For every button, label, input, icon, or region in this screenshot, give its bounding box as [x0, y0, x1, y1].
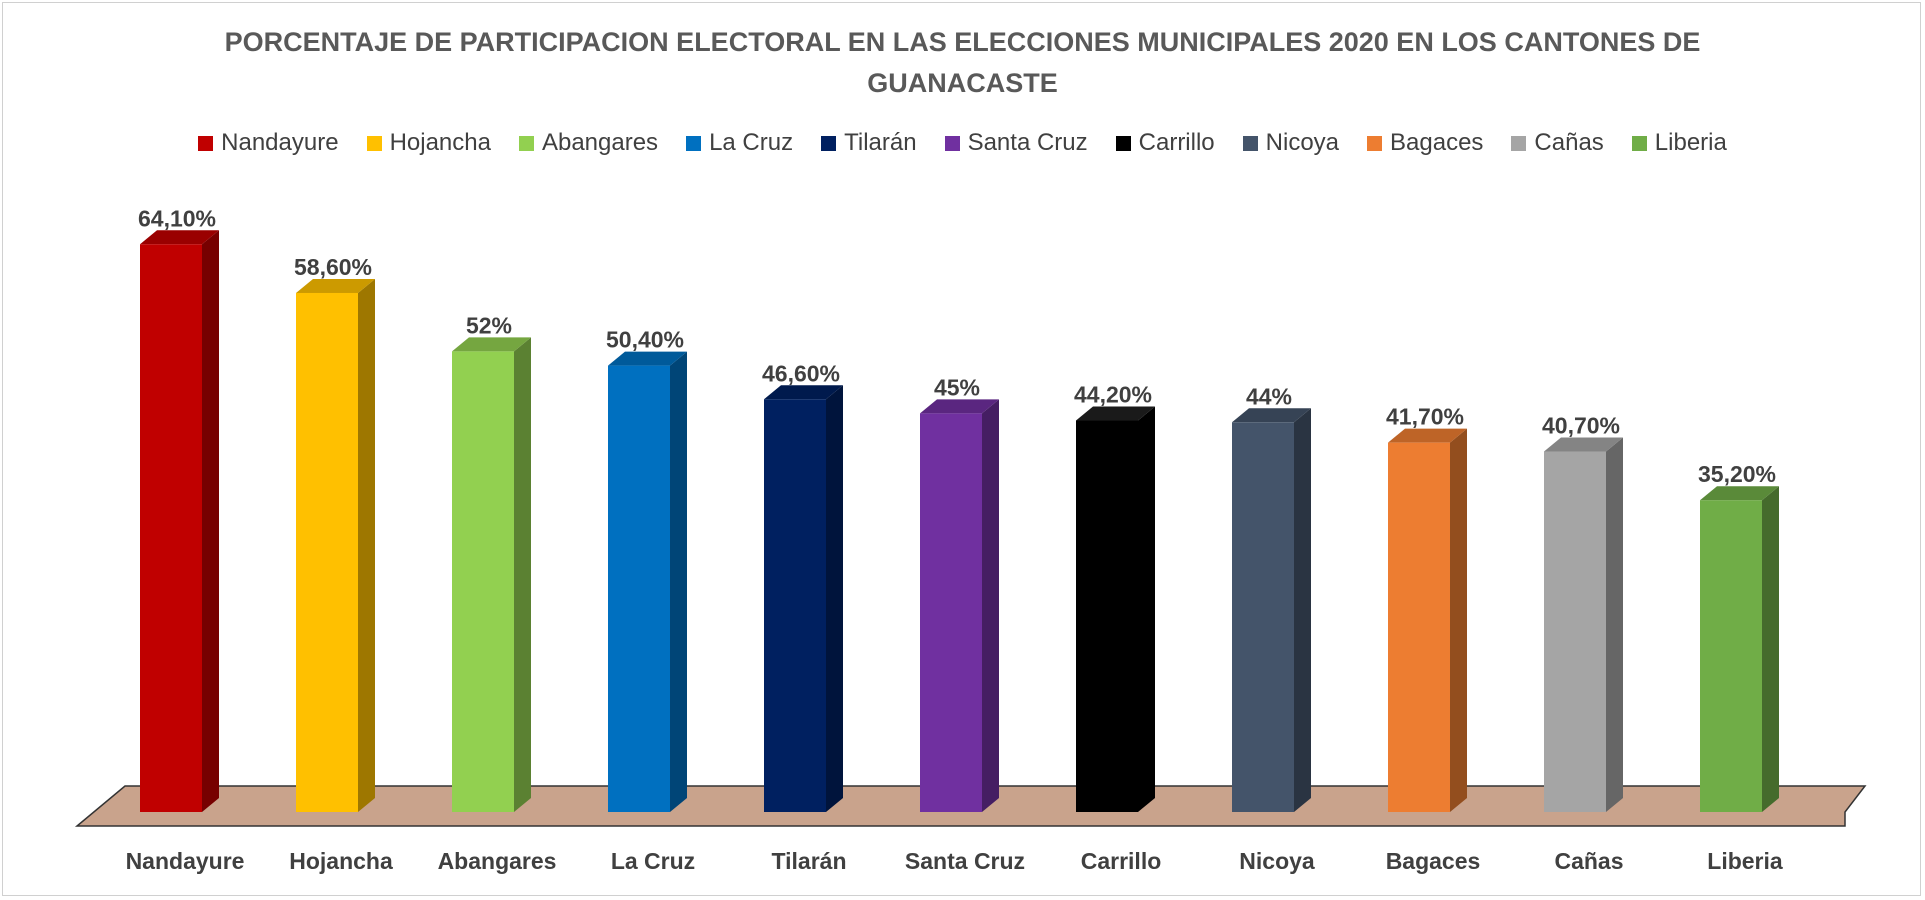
category-label-canas: Cañas: [1554, 848, 1623, 874]
bar-nandayure: [140, 244, 202, 812]
bar-top-nicoya: [1232, 408, 1311, 423]
bar-side-bagaces: [1450, 428, 1467, 812]
legend-item-nandayure: Nandayure: [198, 129, 339, 157]
legend-item-bagaces: Bagaces: [1367, 129, 1483, 157]
bar-side-abangares: [514, 337, 531, 812]
bar-side-nandayure: [202, 230, 219, 812]
bar-side-tilaran: [826, 385, 843, 812]
legend-label: Liberia: [1654, 129, 1727, 156]
legend-label: Tilarán: [844, 129, 917, 156]
legend-swatch: [944, 135, 960, 151]
category-label-tilaran: Tilarán: [772, 848, 847, 874]
bar-top-hojancha: [296, 278, 375, 293]
bar-carrillo: [1076, 420, 1138, 812]
category-label-hojancha: Hojancha: [289, 848, 393, 874]
bar-liberia: [1700, 500, 1762, 812]
value-label-abangares: 52%: [466, 312, 512, 338]
value-label-santa-cruz: 45%: [934, 374, 980, 400]
legend-label: Nicoya: [1265, 129, 1340, 156]
category-label-liberia: Liberia: [1707, 848, 1783, 874]
value-label-hojancha: 58,60%: [294, 254, 372, 280]
legend-item-la-cruz: La Cruz: [686, 129, 793, 157]
bar-tilaran: [764, 399, 826, 812]
legend-item-carrillo: Carrillo: [1115, 129, 1215, 157]
bar-canas: [1544, 451, 1606, 812]
legend-label: La Cruz: [709, 129, 794, 156]
legend-swatch: [1115, 135, 1131, 151]
bar-santa-cruz: [920, 413, 982, 812]
bar-top-canas: [1544, 437, 1623, 452]
bar-hojancha: [296, 292, 358, 812]
legend-item-santa-cruz: Santa Cruz: [944, 129, 1088, 157]
legend-item-canas: Cañas: [1511, 129, 1604, 157]
legend-swatch: [1367, 135, 1383, 151]
category-label-santa-cruz: Santa Cruz: [905, 848, 1025, 874]
legend-label: Nandayure: [221, 129, 339, 156]
bar-side-hojancha: [358, 278, 375, 812]
value-label-liberia: 35,20%: [1698, 461, 1776, 487]
bar-side-carrillo: [1138, 406, 1155, 812]
legend-swatch: [821, 135, 837, 151]
legend-item-liberia: Liberia: [1631, 129, 1727, 157]
legend-item-tilaran: Tilarán: [821, 129, 917, 157]
value-label-bagaces: 41,70%: [1386, 404, 1464, 430]
bar-top-santa-cruz: [920, 399, 999, 414]
bar-nicoya: [1232, 422, 1294, 812]
value-label-canas: 40,70%: [1542, 413, 1620, 439]
legend-label: Hojancha: [389, 129, 491, 156]
legend-swatch: [518, 135, 534, 151]
bar-side-canas: [1606, 437, 1623, 812]
legend-swatch: [686, 135, 702, 151]
category-label-la-cruz: La Cruz: [611, 848, 695, 874]
bar-top-abangares: [452, 337, 531, 352]
legend-item-hojancha: Hojancha: [366, 129, 491, 157]
legend-swatch: [198, 135, 214, 151]
bar-top-tilaran: [764, 385, 843, 400]
legend-label: Carrillo: [1138, 129, 1215, 156]
legend-item-nicoya: Nicoya: [1242, 129, 1340, 157]
bar-side-nicoya: [1294, 408, 1311, 812]
bar-abangares: [452, 351, 514, 812]
bar-top-carrillo: [1076, 406, 1155, 421]
bar-top-nandayure: [140, 230, 219, 245]
bar-top-bagaces: [1388, 428, 1467, 443]
chart-title: PORCENTAJE DE PARTICIPACION ELECTORAL EN…: [224, 27, 1701, 98]
bar-bagaces: [1388, 442, 1450, 812]
bar-top-liberia: [1700, 486, 1779, 501]
legend-label: Bagaces: [1390, 129, 1484, 156]
bar-side-santa-cruz: [982, 399, 999, 812]
bar-la-cruz: [608, 365, 670, 812]
legend-swatch: [1631, 135, 1647, 151]
bar-top-la-cruz: [608, 351, 687, 366]
value-label-nicoya: 44%: [1246, 383, 1292, 409]
value-label-la-cruz: 50,40%: [606, 327, 684, 353]
category-label-nandayure: Nandayure: [126, 848, 245, 874]
value-label-tilaran: 46,60%: [762, 360, 840, 386]
legend-label: Santa Cruz: [967, 129, 1088, 156]
legend-swatch: [366, 135, 382, 151]
legend-swatch: [1242, 135, 1258, 151]
category-label-bagaces: Bagaces: [1386, 848, 1481, 874]
value-label-carrillo: 44,20%: [1074, 382, 1152, 408]
legend-label: Cañas: [1534, 129, 1604, 156]
category-label-carrillo: Carrillo: [1081, 848, 1162, 874]
category-label-abangares: Abangares: [438, 848, 557, 874]
legend-label: Abangares: [541, 129, 659, 156]
legend-swatch: [1511, 135, 1527, 151]
category-label-nicoya: Nicoya: [1239, 848, 1315, 874]
bar-side-liberia: [1762, 486, 1779, 812]
legend-item-abangares: Abangares: [518, 129, 659, 157]
bar-side-la-cruz: [670, 351, 687, 812]
chart-legend: Nandayure Hojancha Abangares La Cruz Tilarán…: [0, 125, 1925, 161]
value-label-nandayure: 64,10%: [138, 205, 216, 231]
